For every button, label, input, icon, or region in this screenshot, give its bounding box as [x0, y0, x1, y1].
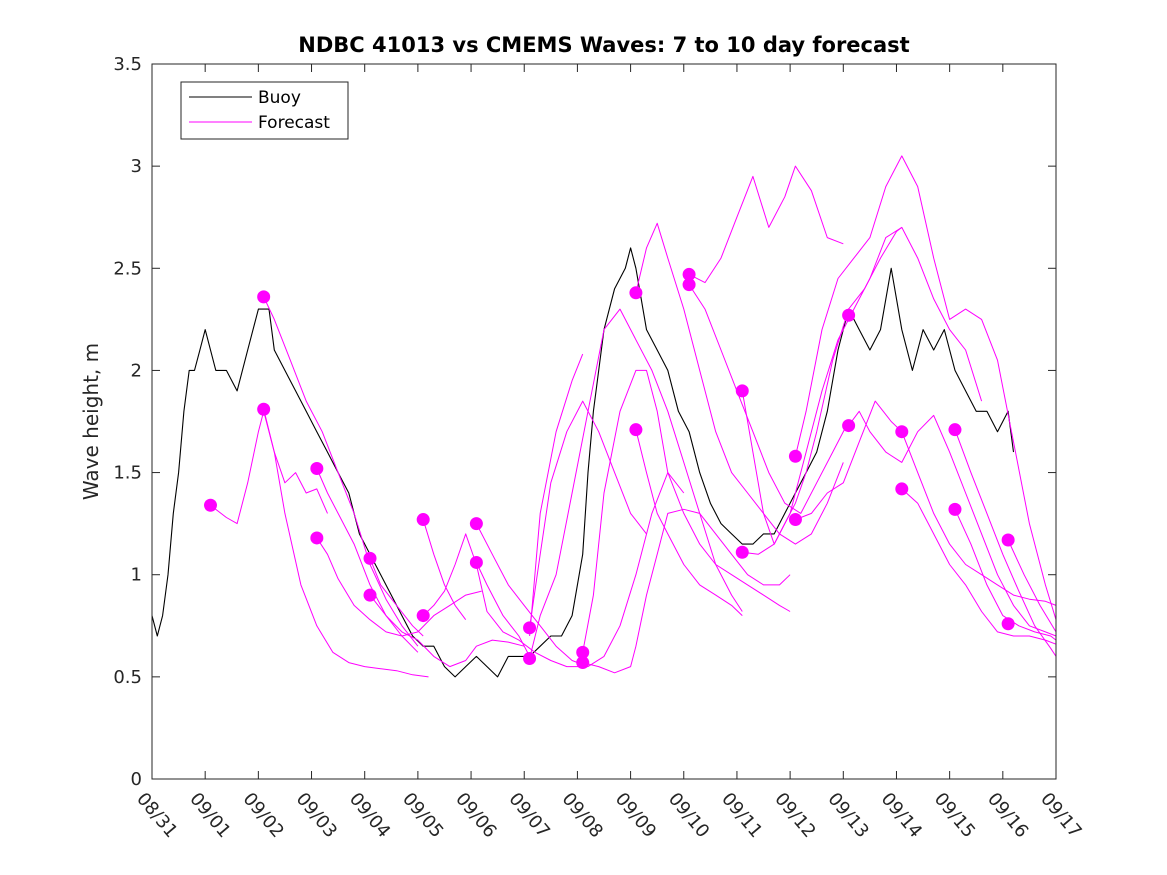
forecast-start-marker: [682, 267, 696, 281]
forecast-start-marker: [1001, 617, 1015, 631]
forecast-start-marker: [629, 423, 643, 437]
forecast-start-marker: [469, 517, 483, 531]
y-tick-label: 0: [131, 769, 142, 790]
forecast-start-marker: [363, 588, 377, 602]
series-lines: [151, 155, 1057, 678]
legend-box: [180, 81, 349, 140]
forecast-start-marker: [948, 423, 962, 437]
forecast-series-line: [635, 222, 844, 545]
forecast-series-line: [954, 429, 1057, 657]
forecast-series-line: [635, 429, 743, 616]
forecast-series-line: [369, 558, 424, 637]
forecast-start-marker: [363, 551, 377, 565]
forecast-series-line: [263, 296, 419, 647]
forecast-series-line: [742, 226, 983, 555]
forecast-series-line: [369, 594, 525, 668]
forecast-start-marker: [788, 513, 802, 527]
forecast-start-marker: [735, 384, 749, 398]
forecast-series-line: [741, 227, 903, 545]
forecast-series-line: [688, 165, 844, 284]
forecast-start-marker: [576, 645, 590, 659]
y-tick-label: 1: [131, 565, 142, 586]
forecast-series-line: [316, 537, 482, 637]
forecast-series-line: [529, 400, 647, 628]
forecast-start-marker: [629, 286, 643, 300]
legend-forecast-label: Forecast: [258, 113, 330, 133]
y-axis-label: Wave height, m: [79, 343, 103, 500]
forecast-start-marker: [788, 449, 802, 463]
y-tick-label: 2.5: [113, 258, 142, 279]
forecast-series-line: [475, 562, 531, 657]
buoy-series-line: [151, 247, 1015, 678]
legend-buoy-label: Buoy: [258, 88, 301, 108]
y-tick-label: 3: [131, 156, 142, 177]
chart-title: NDBC 41013 vs CMEMS Waves: 7 to 10 day f…: [298, 33, 909, 57]
forecast-series-line: [263, 409, 429, 678]
forecast-start-marker: [1001, 533, 1015, 547]
forecast-series-line: [901, 488, 1057, 645]
forecast-start-marker: [203, 498, 217, 512]
y-tick-label: 0.5: [113, 667, 142, 688]
forecast-start-marker: [842, 308, 856, 322]
forecast-start-marker: [735, 545, 749, 559]
forecast-start-marker: [576, 656, 590, 670]
forecast-start-marker: [469, 555, 483, 569]
forecast-series-line: [688, 284, 850, 514]
forecast-series-line: [582, 369, 791, 653]
forecast-start-marker: [416, 513, 430, 527]
forecast-start-marker: [948, 502, 962, 516]
forecast-start-marker: [682, 278, 696, 292]
forecast-start-marker: [257, 290, 271, 304]
forecast-start-marker: [310, 461, 324, 475]
forecast-start-marker: [257, 402, 271, 416]
y-tick-label: 1.5: [113, 463, 142, 484]
forecast-series-line: [848, 410, 1057, 637]
legend: Buoy Forecast: [180, 81, 349, 140]
forecast-start-marker: [895, 425, 909, 439]
plot-area: [152, 64, 1056, 779]
forecast-series-line: [794, 155, 1057, 620]
forecast-series-line: [422, 533, 583, 668]
forecast-series-line: [1007, 539, 1057, 633]
forecast-start-marker: [416, 609, 430, 623]
plot-frame: [151, 63, 1057, 780]
forecast-series-line: [795, 400, 1057, 606]
forecast-series-line: [582, 508, 791, 674]
forecast-start-marker: [310, 531, 324, 545]
y-tick-label: 2: [131, 360, 142, 381]
forecast-series-line: [529, 308, 743, 659]
forecast-start-marker: [523, 621, 537, 635]
forecast-start-marker: [842, 419, 856, 433]
forecast-start-marker: [523, 651, 537, 665]
forecast-start-marker: [895, 482, 909, 496]
forecast-series-line: [316, 468, 419, 653]
y-tick-label: 3.5: [113, 54, 142, 75]
forecast-series-line: [422, 519, 467, 620]
forecast-series-line: [529, 353, 584, 637]
forecast-markers: [203, 267, 1015, 670]
